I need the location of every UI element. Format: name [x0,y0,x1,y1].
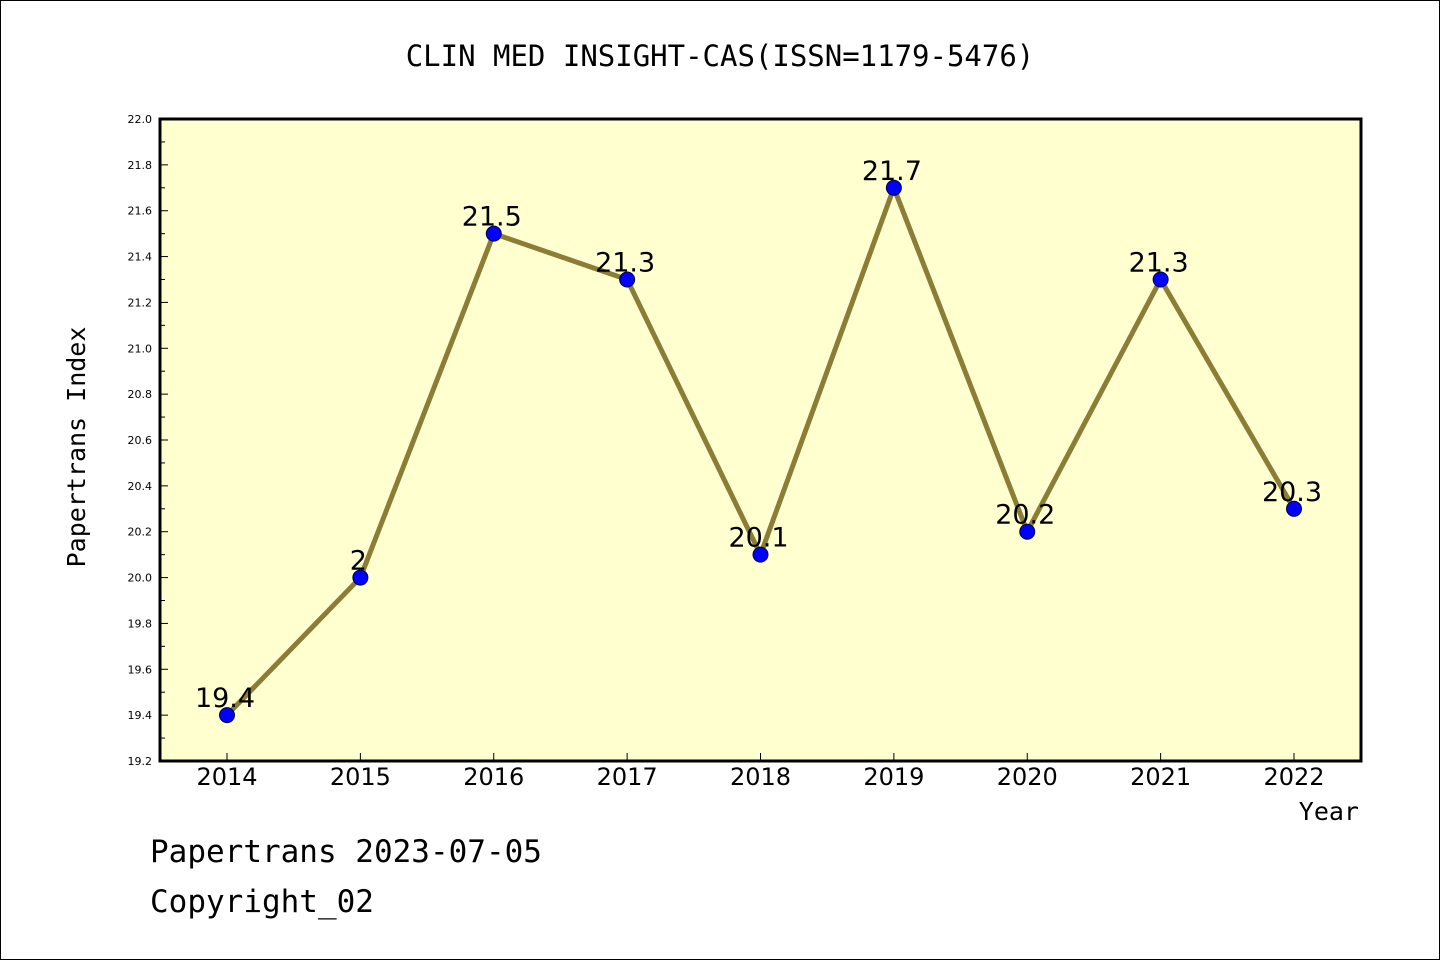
data-point [752,546,769,563]
footer-copyright-text: Copyright_02 [150,884,374,920]
data-label: 2 [350,546,367,577]
plot-area [160,119,1361,761]
x-axis-title: Year [1299,797,1359,826]
data-point [885,179,902,196]
y-axis-title: Papertrans Index [62,327,91,568]
data-point [352,569,369,586]
plot-border [158,117,1363,763]
x-tick-label: 2014 [196,763,257,791]
data-point [1152,271,1169,288]
x-tick-label: 2015 [330,763,391,791]
y-tick-label: 20.0 [128,572,153,585]
y-tick-label: 20.8 [128,388,153,401]
x-tick-label: 2016 [463,763,524,791]
data-point [1286,500,1302,517]
data-point [619,271,636,288]
data-point [485,225,502,242]
x-tick-label: 2020 [997,763,1058,791]
y-tick-label: 20.6 [128,434,153,447]
x-tick-label: 2021 [1130,763,1191,791]
data-point [1019,523,1036,540]
x-tick-label: 2017 [597,763,658,791]
y-tick-label: 19.6 [128,663,153,676]
x-tick-label: 2018 [730,763,791,791]
y-tick-label: 20.2 [128,526,153,539]
y-tick-label: 21.0 [128,342,153,355]
y-tick-label: 19.8 [128,617,153,630]
data-point [219,707,235,724]
y-tick-label: 20.4 [128,480,153,493]
y-tick-label: 21.8 [128,159,153,172]
y-tick-label: 21.6 [128,205,153,218]
x-axis: 2014 2015 2016 2017 2018 2019 2020 2021 2022 [196,753,1325,791]
x-tick-label: 2022 [1263,763,1324,791]
y-tick-label: 21.2 [128,296,153,309]
footer-date-text: Papertrans 2023-07-05 [150,834,542,870]
chart-title: CLIN MED INSIGHT-CAS(ISSN=1179-5476) [406,39,1035,73]
y-tick-label: 22.0 [128,113,153,126]
y-tick-label: 21.4 [128,251,153,264]
x-tick-label: 2019 [863,763,924,791]
y-tick-label: 19.2 [128,755,153,768]
y-tick-label: 19.4 [128,709,153,722]
